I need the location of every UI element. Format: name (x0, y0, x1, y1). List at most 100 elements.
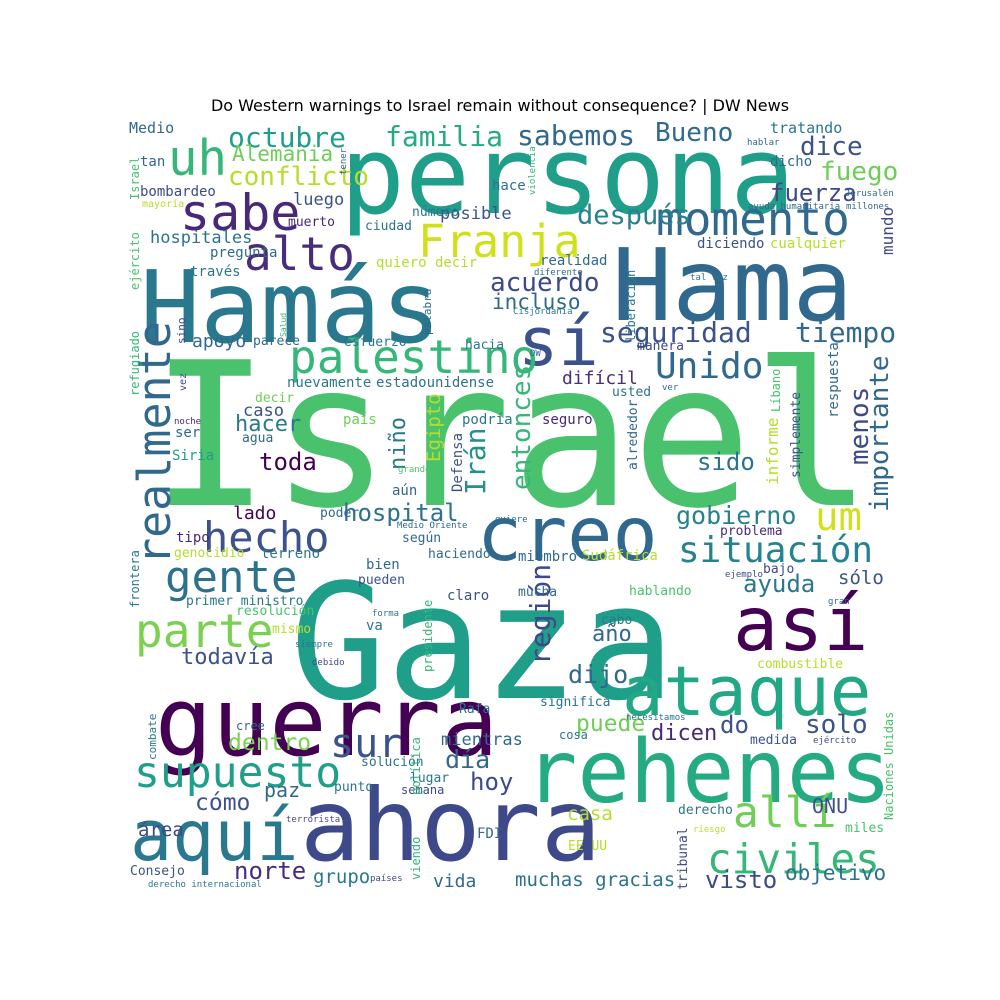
word-manera-112: manera (637, 339, 684, 354)
word-alto-17: alto (244, 227, 355, 281)
word-uh-14: uh (168, 130, 227, 187)
word-primer-ministro-138: primer ministro (186, 594, 303, 609)
word-muchas-gracias-67: muchas gracias (515, 869, 675, 891)
word-forma-192: forma (372, 609, 399, 619)
word-viendo-161: viendo (409, 837, 423, 880)
word-um-27: um (815, 495, 862, 540)
word-sur-26: sur (330, 721, 402, 767)
word-ee-uu-157: EE UU (568, 839, 607, 854)
word-siempre-193: siempre (295, 640, 333, 650)
word-solo-56: solo (805, 710, 868, 740)
word-terreno-133: terreno (261, 546, 320, 562)
word-luego-86: luego (293, 190, 344, 210)
word-importante-35: importante (865, 355, 895, 512)
word-palestino-18: palestino (289, 330, 538, 384)
word-sabemos-39: sabemos (517, 119, 635, 152)
word-tratando-94: tratando (770, 119, 842, 137)
word-civiles-25: civiles (707, 835, 880, 883)
word-visto-65: visto (705, 866, 777, 894)
word-hace-101: hace (492, 178, 526, 194)
word-frontera-163: frontera (128, 550, 142, 608)
word-politica-162: política (409, 737, 423, 795)
word-gaza-1: Gaza (290, 549, 675, 736)
word-ver-187: ver (662, 383, 679, 393)
word-hablando-137: hablando (629, 584, 692, 599)
word-entonces-33: entonces (507, 365, 537, 490)
word-realmente-19: realmente (128, 321, 181, 565)
word-aun-124: aún (392, 483, 417, 499)
word-podria-121: podría (462, 412, 513, 428)
word-tan-97: tan (140, 154, 165, 170)
word-ejercito-166: ejército (128, 232, 142, 290)
word-ciudad-102: ciudad (365, 219, 412, 234)
word-menos-36: menos (845, 387, 875, 465)
word-siria-119: Siria (172, 448, 214, 464)
word-vida-75: vida (433, 871, 476, 892)
word-israel-167: Israel (128, 157, 142, 200)
word-casa-71: casa (567, 803, 613, 825)
word-fuerza-44: fuerza (770, 179, 857, 207)
word-dice-41: dice (800, 132, 863, 162)
word-bien-134: bien (366, 557, 400, 573)
word-resolucion-139: resolución (236, 604, 314, 619)
word-hama-5: Hama (612, 227, 853, 344)
word-hoy-61: hoy (470, 768, 513, 796)
word-medio-oriente-189: Medio Oriente (397, 521, 467, 531)
word-millones-180: millones (846, 202, 889, 212)
word-fuego-42: fuego (820, 157, 898, 187)
word-paz-72: paz (264, 778, 300, 802)
word-necesitamos-195: necesitamos (626, 713, 686, 723)
word-dijo-54: dijo (568, 660, 628, 689)
word-libano-93: Líbano (769, 369, 783, 412)
word-quiero-decir-105: quiero decir (376, 255, 477, 271)
word-solucion-151: solución (361, 755, 424, 770)
word-todavia-64: todavía (181, 645, 274, 670)
word-estadounidense-114: estadounidense (376, 375, 494, 391)
word-pregunta-103: pregunta (210, 245, 277, 261)
word-bombardeo-98: bombardeo (140, 184, 216, 200)
word-do-58: do (720, 711, 749, 739)
word-sabe-13: sabe (180, 184, 300, 242)
word-despues-45: después (577, 200, 691, 231)
word-claro-140: claro (447, 588, 489, 604)
word-seguridad-30: seguridad (600, 316, 752, 349)
word-ser-117: ser (175, 425, 200, 441)
word-quiere-188: quiere (495, 515, 528, 525)
word-gran-191: gran (828, 597, 850, 607)
word-ahora-3: ahora (300, 767, 601, 884)
word-ano-68: año (592, 622, 632, 647)
word-alli-24: allí (733, 788, 837, 838)
word-salud-176: Salud (279, 313, 288, 337)
word-hecho-20: hecho (203, 513, 329, 562)
word-semana-154: semana (401, 783, 444, 797)
figure-title: Do Western warnings to Israel remain wit… (210, 96, 790, 115)
word-mismo-142: mismo (272, 622, 311, 637)
word-iran-32: Irán (459, 428, 492, 495)
word-derecho-internacional-200: derecho internacional (148, 880, 262, 890)
word-defensa-89: Defensa (450, 433, 466, 492)
word-conflicto-43: conflicto (228, 162, 369, 192)
word-fdi-156: FDI (477, 826, 502, 842)
word-riesgo-198: riesgo (693, 825, 726, 835)
word-nuevamente-113: nuevamente (287, 375, 371, 391)
word-grupo-74: grupo (313, 866, 370, 888)
word-dificil-81: difícil (562, 368, 638, 389)
word-persona-2: persona (340, 114, 795, 239)
word-guerra-6: guerra (155, 668, 498, 778)
word-familia-38: familia (385, 120, 503, 153)
word-derecho-155: derecho (678, 803, 733, 818)
word-objetivo-66: objetivo (785, 861, 886, 885)
word-rafa-147: Rafa (459, 702, 490, 717)
word-hacia-111: hacia (465, 338, 504, 353)
word-vez-182: vez (178, 373, 189, 391)
word-combustible-145: combustible (757, 657, 843, 672)
word-tal-vez-181: tal vez (690, 273, 728, 283)
word-esfuerzo-109: esfuerzo (344, 335, 407, 350)
word-refugiado-165: refugiado (128, 331, 142, 396)
word-medida-149: medida (750, 733, 797, 748)
word-sudafrica-129: Sudáfrica (582, 548, 658, 564)
word-creo-8: creo (477, 490, 658, 578)
word-ayuda-53: ayuda (743, 570, 815, 598)
word-naciones-unidas-168: Naciones Unidas (882, 712, 896, 820)
